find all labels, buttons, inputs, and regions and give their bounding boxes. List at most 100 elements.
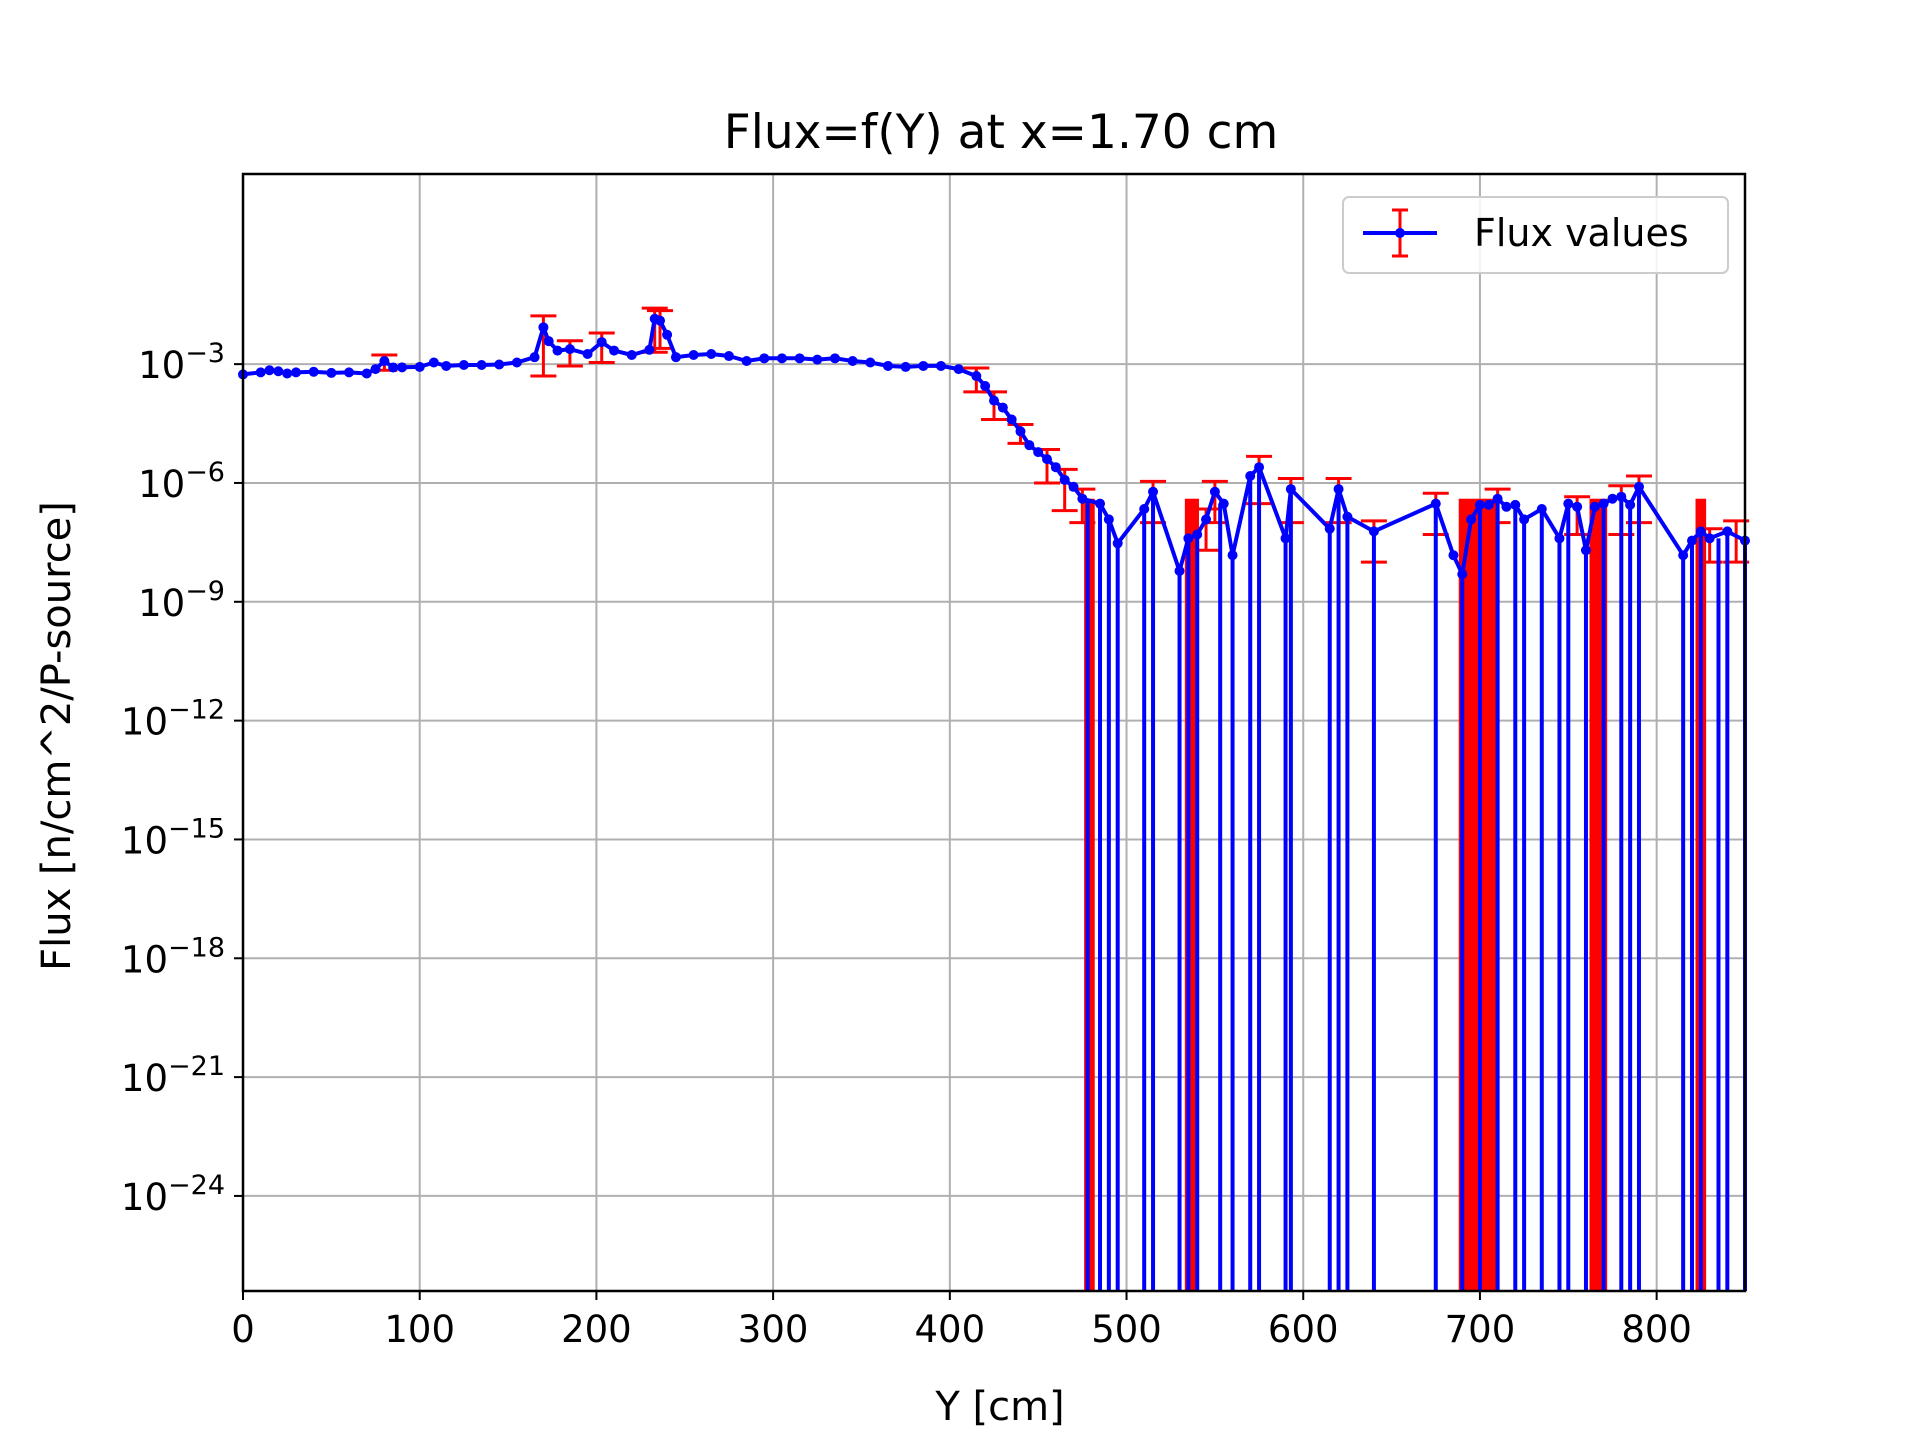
- data-point: [1254, 462, 1265, 473]
- data-point: [1209, 486, 1220, 497]
- data-point: [529, 352, 540, 363]
- data-point: [882, 360, 893, 371]
- data-point: [388, 362, 399, 373]
- data-point: [812, 354, 823, 365]
- data-point: [1280, 533, 1291, 544]
- data-point: [543, 336, 554, 347]
- data-point: [670, 352, 681, 363]
- y-tick-base: 10: [121, 938, 168, 981]
- x-tick-label: 600: [1268, 1308, 1339, 1351]
- data-point: [1245, 470, 1256, 481]
- y-tick-base: 10: [138, 344, 185, 387]
- data-point: [1342, 511, 1353, 522]
- data-point: [596, 337, 607, 348]
- data-point: [723, 351, 734, 362]
- y-tick-base: 10: [121, 701, 168, 744]
- y-tick-base: 10: [138, 582, 185, 625]
- data-point: [1474, 499, 1485, 510]
- data-point: [582, 349, 593, 360]
- data-point: [379, 355, 390, 366]
- data-point: [414, 361, 425, 372]
- data-point: [564, 344, 575, 355]
- data-point: [1466, 514, 1477, 525]
- data-point: [989, 395, 999, 406]
- data-point: [476, 360, 487, 371]
- data-point: [1095, 498, 1106, 509]
- data-point: [291, 367, 302, 378]
- y-tick-exponent: −12: [168, 695, 225, 726]
- data-point: [1333, 484, 1344, 495]
- y-tick-exponent: −21: [168, 1051, 225, 1082]
- data-point: [918, 360, 929, 371]
- data-point: [1148, 486, 1159, 497]
- data-point: [494, 359, 505, 370]
- data-point: [361, 368, 372, 379]
- data-point: [1510, 499, 1521, 510]
- data-point: [1218, 498, 1229, 509]
- data-point: [759, 353, 770, 364]
- data-point: [273, 366, 284, 377]
- data-point: [1285, 484, 1296, 495]
- data-point: [1572, 501, 1583, 512]
- data-point: [1501, 501, 1512, 512]
- y-tick-exponent: −18: [168, 932, 225, 963]
- data-point: [1068, 481, 1079, 492]
- x-tick-label: 500: [1091, 1308, 1162, 1351]
- data-point: [1139, 504, 1150, 515]
- y-tick-exponent: −6: [185, 457, 225, 488]
- x-axis-ticks: 0 100 200 300 400 500 600 700 800: [231, 1291, 1692, 1351]
- data-point: [1103, 514, 1114, 525]
- data-point: [308, 366, 319, 377]
- data-point: [1536, 504, 1547, 515]
- data-point: [370, 364, 381, 375]
- data-point: [1042, 454, 1053, 465]
- data-point: [1077, 493, 1088, 504]
- x-tick-label: 300: [738, 1308, 809, 1351]
- data-point: [741, 355, 752, 366]
- y-tick-label: 10−21: [121, 1051, 225, 1100]
- legend: Flux values: [1342, 196, 1729, 274]
- x-tick-label: 800: [1621, 1308, 1692, 1351]
- x-tick-label: 100: [384, 1308, 455, 1351]
- data-point: [953, 364, 964, 375]
- data-point: [662, 329, 673, 340]
- y-tick-base: 10: [121, 1176, 168, 1219]
- data-point: [1704, 533, 1715, 544]
- data-point: [1015, 426, 1026, 437]
- data-point: [1112, 538, 1123, 549]
- data-point: [1686, 535, 1697, 546]
- data-point: [1607, 493, 1618, 504]
- data-point: [609, 345, 620, 356]
- y-tick-label: 10−18: [121, 932, 225, 981]
- data-point: [776, 353, 787, 364]
- data-point: [1183, 533, 1194, 544]
- data-point: [1006, 414, 1017, 425]
- data-point: [538, 322, 549, 333]
- data-point: [626, 349, 637, 360]
- y-tick-label: 10−3: [138, 338, 225, 387]
- data-point: [980, 381, 991, 392]
- data-point: [1563, 498, 1574, 509]
- data-point: [326, 367, 337, 378]
- data-point: [1201, 514, 1212, 525]
- series-flux-values: [238, 313, 1750, 580]
- x-tick-label: 0: [231, 1308, 255, 1351]
- data-point: [900, 361, 911, 372]
- data-point: [1616, 491, 1627, 502]
- data-point: [441, 360, 452, 371]
- y-tick-label: 10−15: [121, 813, 225, 862]
- data-point: [1625, 499, 1636, 510]
- data-point: [552, 345, 563, 356]
- data-point: [1174, 565, 1185, 576]
- data-point: [1598, 498, 1609, 509]
- data-point: [829, 353, 840, 364]
- data-point: [1368, 526, 1379, 537]
- data-point: [655, 315, 666, 326]
- data-point: [282, 368, 293, 379]
- data-point: [1722, 526, 1733, 537]
- data-point: [1227, 550, 1238, 561]
- data-point: [971, 371, 982, 382]
- data-point: [997, 402, 1008, 413]
